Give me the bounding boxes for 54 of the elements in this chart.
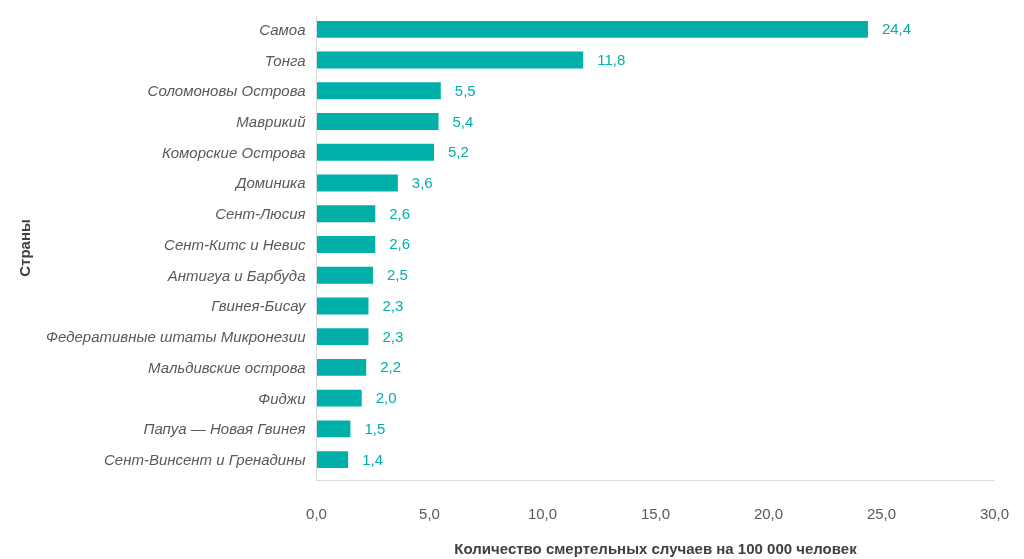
data-label: 2,2 <box>380 358 402 376</box>
bar <box>316 389 362 407</box>
bar <box>316 113 439 130</box>
y-tick-label: Сент-Китс и Невис <box>164 235 306 253</box>
y-tick-label: Папуа — Новая Гвинея <box>143 420 306 438</box>
x-tick-label: 25,0 <box>866 504 897 522</box>
y-tick-label: Соломоновы Острова <box>147 82 306 100</box>
y-tick-label: Маврикий <box>236 113 307 131</box>
x-axis-title: Количество смертельных случаев на 100 000 человек <box>454 539 858 557</box>
data-label: 3,6 <box>411 174 433 191</box>
bar <box>316 143 435 161</box>
data-label: 2,6 <box>389 204 411 222</box>
data-label: 5,2 <box>448 143 469 161</box>
y-tick-label: Гвинея-Бисау <box>211 297 307 315</box>
y-tick-label: Самоа <box>259 20 306 38</box>
bar <box>316 236 376 253</box>
data-label: 2,0 <box>375 389 397 407</box>
bar <box>316 297 369 315</box>
data-label: 5,4 <box>452 112 474 130</box>
bar <box>316 20 868 38</box>
data-label: 2,6 <box>389 235 411 253</box>
x-tick-label: 15,0 <box>640 504 671 522</box>
x-tick-label: 0,0 <box>306 504 327 522</box>
y-tick-label: Доминика <box>233 174 306 192</box>
x-tick-label: 5,0 <box>419 504 440 522</box>
y-axis-title: Страны <box>16 219 34 277</box>
bar <box>316 82 441 100</box>
bar <box>316 451 349 469</box>
data-label: 2,3 <box>382 296 404 314</box>
x-tick-label: 10,0 <box>527 504 558 522</box>
y-tick-label: Коморские Острова <box>161 143 306 161</box>
bar <box>316 266 373 284</box>
bar <box>316 358 367 376</box>
data-label: 11,8 <box>597 51 626 69</box>
data-label: 5,5 <box>454 81 476 99</box>
data-label: 24,4 <box>881 20 912 38</box>
bar <box>316 328 369 346</box>
y-tick-label: Фиджи <box>258 389 307 407</box>
bar <box>316 205 376 223</box>
y-tick-label: Мальдивские острова <box>148 358 306 376</box>
data-label: 2,3 <box>382 327 404 345</box>
data-label: 1,5 <box>364 419 386 437</box>
y-tick-label: Тонга <box>264 51 306 69</box>
y-tick-label: Сент-Люсия <box>215 205 306 223</box>
x-tick-label: 20,0 <box>753 504 784 522</box>
bar <box>316 420 351 438</box>
bar <box>316 174 398 192</box>
bar <box>316 51 584 69</box>
y-tick-label: Сент-Винсент и Гренадины <box>104 451 306 469</box>
x-tick-label: 30,0 <box>979 504 1010 522</box>
y-tick-label: Антигуа и Барбуда <box>166 266 306 284</box>
y-tick-label: Федеративные штаты Микронезии <box>46 328 307 346</box>
data-label: 2,5 <box>387 266 408 284</box>
data-label: 1,4 <box>362 450 383 468</box>
